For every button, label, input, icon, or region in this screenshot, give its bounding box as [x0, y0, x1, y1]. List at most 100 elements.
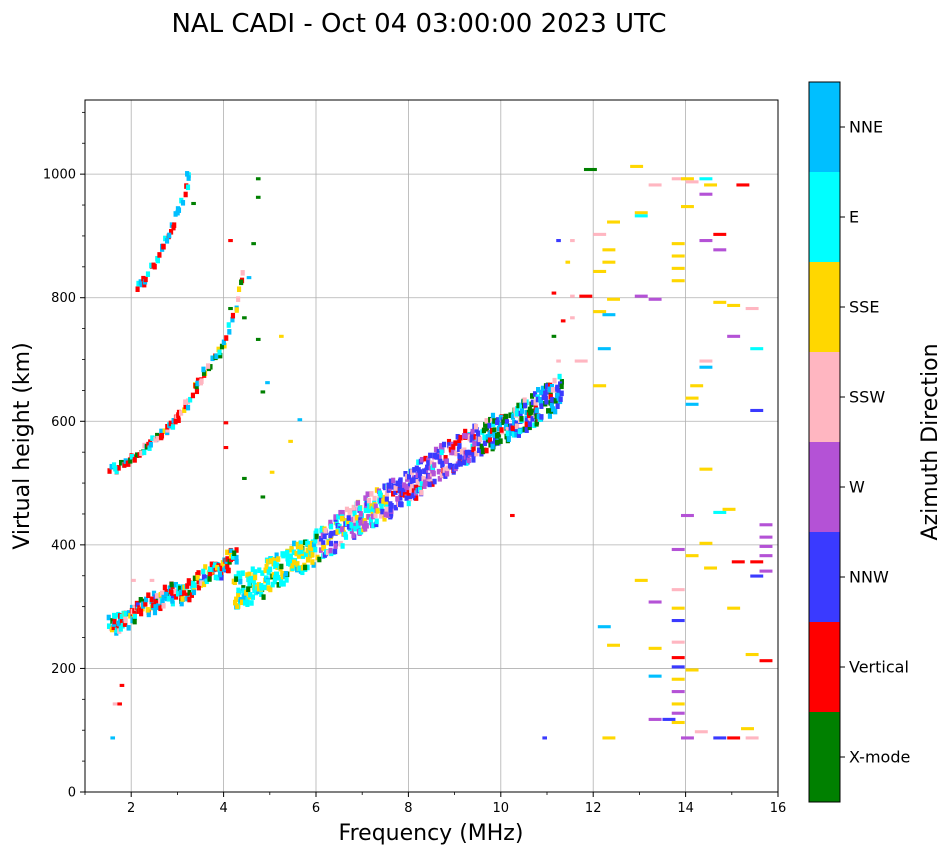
echo-point: [410, 484, 415, 490]
echo-point: [236, 296, 241, 302]
echo-point: [671, 606, 685, 610]
echo-point: [439, 449, 444, 456]
echo-point: [470, 436, 475, 442]
echo-point: [353, 522, 358, 529]
echo-point: [148, 441, 153, 448]
echo-point: [346, 515, 351, 521]
echo-point: [168, 420, 173, 427]
echo-point: [253, 574, 258, 581]
echo-point: [176, 417, 181, 424]
echo-point: [419, 480, 424, 487]
echo-point: [188, 396, 193, 403]
echo-point: [404, 495, 409, 501]
echo-point: [538, 396, 543, 403]
colorbar-label: E: [849, 208, 859, 227]
echo-point: [671, 690, 685, 694]
echo-point: [117, 702, 122, 706]
echo-point: [547, 413, 553, 419]
echo-point: [167, 585, 172, 591]
echo-point: [192, 575, 197, 582]
echo-point: [247, 580, 252, 587]
echo-point: [207, 576, 212, 582]
echo-point: [528, 409, 533, 416]
echo-point: [185, 592, 190, 599]
echo-point: [514, 420, 519, 427]
echo-point: [236, 570, 241, 577]
echo-point: [269, 470, 275, 474]
echo-point: [271, 572, 276, 578]
colorbar-segment-e: [809, 172, 840, 262]
echo-point: [147, 445, 152, 451]
echo-point: [473, 423, 479, 430]
echo-point: [234, 554, 239, 561]
echo-point: [381, 498, 386, 504]
echo-point: [662, 717, 676, 721]
echo-point: [257, 567, 262, 574]
echo-point: [490, 412, 496, 419]
echo-point: [323, 527, 328, 534]
echo-point: [135, 452, 140, 458]
echo-point: [648, 183, 662, 187]
x-tick-label: 16: [770, 801, 787, 816]
echo-point: [363, 495, 368, 501]
x-tick-label: 10: [493, 801, 510, 816]
echo-point: [239, 599, 245, 606]
echo-point: [471, 457, 476, 463]
echo-point: [727, 736, 741, 740]
echo-point: [387, 483, 392, 489]
echo-point: [416, 459, 421, 466]
echo-point: [152, 609, 158, 616]
echo-point: [217, 349, 222, 356]
echo-point: [539, 389, 544, 396]
echo-point: [234, 596, 239, 603]
echo-point: [597, 347, 611, 351]
echo-point: [191, 201, 196, 206]
echo-point: [185, 583, 190, 589]
echo-point: [302, 539, 308, 546]
echo-point: [429, 460, 434, 466]
echo-point: [351, 532, 356, 539]
echo-point: [411, 492, 416, 499]
echo-point: [462, 459, 467, 466]
echo-point: [648, 646, 662, 650]
echo-point: [741, 727, 754, 731]
y-tick-label: 400: [51, 538, 76, 553]
echo-point: [156, 603, 161, 609]
echo-point: [607, 220, 620, 224]
echo-point: [583, 167, 597, 172]
echo-point: [333, 543, 338, 549]
echo-point: [305, 556, 311, 563]
echo-point: [474, 450, 479, 457]
echo-point: [223, 446, 229, 450]
echo-point: [406, 473, 412, 480]
echo-point: [254, 589, 259, 596]
echo-point: [285, 555, 290, 562]
echo-point: [496, 425, 502, 432]
echo-point: [602, 736, 616, 740]
echo-point: [680, 513, 694, 518]
echo-point: [517, 428, 522, 435]
echo-point: [138, 597, 143, 603]
echo-point: [146, 611, 151, 618]
echo-point: [382, 516, 387, 522]
echo-point: [186, 175, 191, 181]
echo-point: [713, 248, 727, 252]
y-tick-label: 200: [51, 662, 76, 677]
echo-point: [298, 540, 303, 546]
echo-point: [386, 512, 391, 518]
x-tick-label: 8: [404, 801, 412, 816]
echo-point: [353, 525, 358, 532]
echo-point: [279, 576, 284, 583]
echo-point: [555, 386, 560, 392]
echo-point: [173, 581, 178, 588]
echo-point: [242, 316, 247, 320]
echo-point: [685, 396, 699, 400]
echo-point: [533, 399, 538, 406]
echo-point: [190, 392, 196, 399]
echo-point: [374, 518, 379, 525]
echo-point: [310, 551, 315, 558]
echo-point: [149, 596, 154, 603]
echo-point: [228, 306, 233, 311]
echo-point: [329, 523, 334, 530]
echo-point: [155, 255, 160, 262]
